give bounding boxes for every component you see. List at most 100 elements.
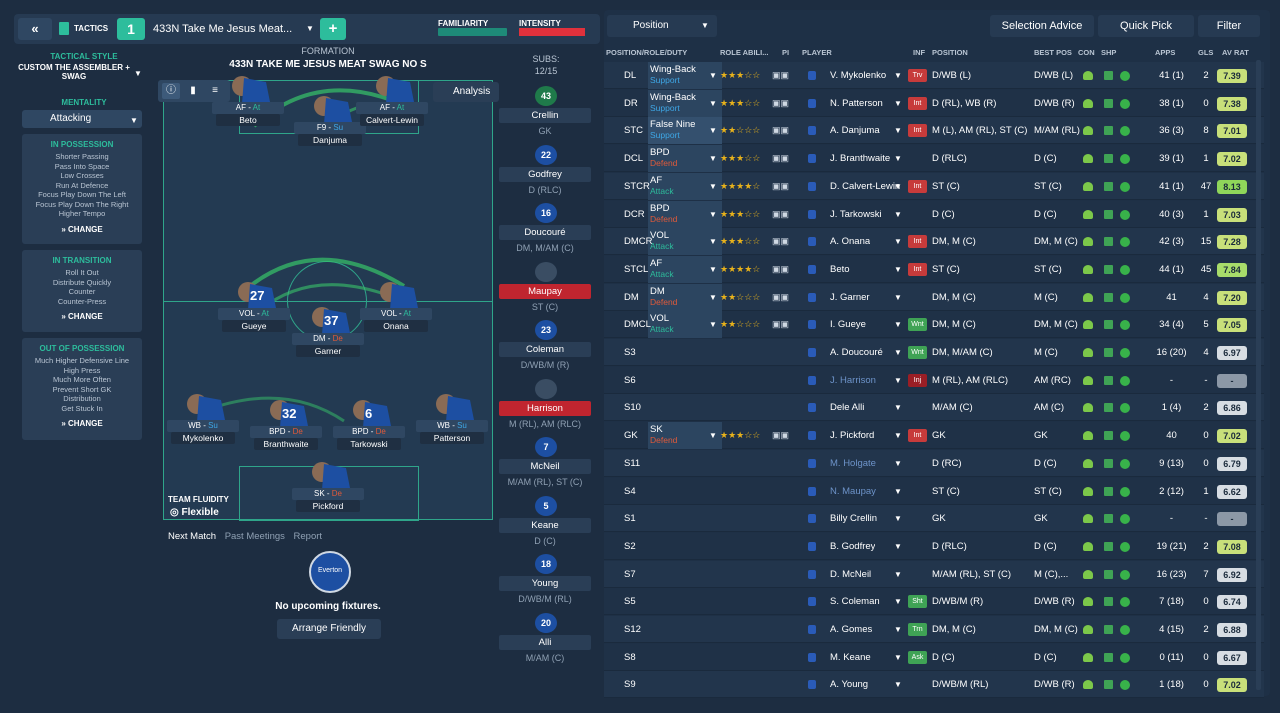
- player-name[interactable]: A. Onana: [830, 236, 871, 248]
- role-duty-cell[interactable]: Wing-Back Support: [650, 62, 720, 89]
- player-name[interactable]: M. Holgate: [830, 457, 876, 469]
- player-name[interactable]: Pickford: [296, 500, 360, 512]
- table-row[interactable]: DMCL VOL Attack ▼ ★★☆☆☆ ▣▣ I. Gueye ▼ Wnt DM, M (…: [604, 311, 1264, 339]
- player-name[interactable]: A. Gomes: [830, 624, 873, 635]
- player-instructions-icon[interactable]: ▣▣: [772, 291, 790, 302]
- player-name[interactable]: I. Gueye: [830, 319, 866, 331]
- chevron-down-icon[interactable]: ▼: [894, 98, 902, 108]
- table-row[interactable]: S10 Dele Alli ▼ M/AM (C) AM (C) 1 (4) 2 6.86: [604, 394, 1264, 422]
- role-duty-cell[interactable]: AF Attack: [650, 256, 720, 283]
- table-row[interactable]: S2 B. Godfrey ▼ D (RLC) D (C) 19 (21) 2 7.08: [604, 532, 1264, 560]
- player-instructions-icon[interactable]: ▣▣: [772, 153, 790, 164]
- player-name[interactable]: D. Calvert-Lewin: [830, 180, 901, 192]
- mentality-dropdown[interactable]: Attacking: [22, 110, 142, 128]
- player-name[interactable]: Mykolenko: [171, 432, 235, 444]
- col-apps[interactable]: APPS: [1155, 48, 1176, 57]
- col-position[interactable]: POSITION: [932, 48, 968, 57]
- chevron-down-icon[interactable]: ▼: [894, 237, 902, 247]
- sub-player[interactable]: 18 Young D/WB/M (RL): [499, 554, 591, 612]
- chevron-down-icon[interactable]: ▼: [709, 209, 717, 219]
- player-role[interactable]: BPD - De: [250, 426, 322, 438]
- player-name[interactable]: A. Young: [830, 679, 869, 691]
- chevron-down-icon[interactable]: ▼: [709, 181, 717, 191]
- sub-name[interactable]: Young: [499, 576, 591, 591]
- player-name[interactable]: S. Coleman: [830, 596, 880, 608]
- pitch[interactable]: [163, 80, 493, 521]
- tab-next-match[interactable]: Next Match: [168, 531, 217, 542]
- chevron-down-icon[interactable]: ▼: [894, 71, 902, 80]
- formation-name[interactable]: 433N TAKE ME JESUS MEAT SWAG NO S: [229, 59, 427, 70]
- chevron-down-icon[interactable]: ▼: [134, 69, 142, 78]
- col-position-role-duty[interactable]: POSITION/ROLE/DUTY: [606, 48, 688, 57]
- table-row[interactable]: STC False Nine Support ▼ ★★☆☆☆ ▣▣ A. Danjuma ▼ I…: [604, 117, 1264, 145]
- chevron-down-icon[interactable]: ▼: [894, 625, 902, 634]
- info-icon[interactable]: ⓘ: [162, 83, 180, 99]
- chevron-down-icon[interactable]: ▼: [894, 680, 902, 690]
- chevron-down-icon[interactable]: ▼: [894, 181, 902, 191]
- add-tactic-button[interactable]: +: [320, 18, 346, 40]
- table-row[interactable]: DMCR VOL Attack ▼ ★★★☆☆ ▣▣ A. Onana ▼ Int DM, M (…: [604, 228, 1264, 256]
- sub-name[interactable]: Alli: [499, 634, 591, 650]
- table-row[interactable]: S3 A. Doucouré ▼ Wnt DM, M/AM (C) M (C) 16 (20…: [604, 339, 1264, 366]
- player-instructions-icon[interactable]: ▣▣: [772, 208, 790, 219]
- player-name[interactable]: J. Branthwaite: [830, 153, 891, 165]
- position-view-dropdown[interactable]: Position ▼: [607, 15, 717, 37]
- chevron-down-icon[interactable]: ▼: [709, 320, 717, 330]
- player-instructions-icon[interactable]: ▣▣: [772, 319, 790, 330]
- table-row[interactable]: S4 N. Maupay ▼ ST (C) ST (C) 2 (12) 1 6.62: [604, 477, 1264, 505]
- sub-name[interactable]: McNeil: [499, 459, 591, 474]
- role-duty-cell[interactable]: VOL Attack: [650, 228, 720, 255]
- table-scrollbar[interactable]: [1256, 60, 1261, 690]
- back-button[interactable]: «: [18, 18, 52, 40]
- sub-player[interactable]: 16 Doucouré DM, M/AM (C): [499, 203, 591, 261]
- tactic-name-dropdown[interactable]: 433N Take Me Jesus Meat...: [153, 23, 293, 35]
- chevron-down-icon[interactable]: ▼: [894, 292, 902, 302]
- role-duty-cell[interactable]: BPD Defend: [650, 145, 720, 172]
- chevron-down-icon[interactable]: ▼: [701, 21, 709, 30]
- table-row[interactable]: STCL AF Attack ▼ ★★★★☆ ▣▣ Beto ▼ Int ST (C) ST (C)…: [604, 255, 1264, 283]
- player-name[interactable]: Danjuma: [298, 134, 362, 146]
- table-row[interactable]: S12 A. Gomes ▼ Trn DM, M (C) DM, M (C) 4 (15) 2…: [604, 616, 1264, 643]
- sub-player[interactable]: 23 Coleman D/WB/M (R): [499, 320, 591, 378]
- in-possession-change-button[interactable]: » CHANGE: [61, 224, 103, 234]
- role-duty-cell[interactable]: SK Defend: [650, 422, 720, 449]
- out-of-possession-change-button[interactable]: » CHANGE: [61, 419, 103, 428]
- col-con[interactable]: CON: [1078, 48, 1095, 57]
- player-name[interactable]: J. Tarkowski: [830, 208, 882, 220]
- chevron-down-icon[interactable]: ▼: [894, 486, 902, 496]
- sub-player[interactable]: 20 Alli M/AM (C): [499, 612, 591, 671]
- quick-pick-button[interactable]: Quick Pick: [1098, 15, 1194, 37]
- sub-player[interactable]: 5 Keane D (C): [499, 495, 591, 554]
- sub-name[interactable]: Harrison: [499, 400, 591, 416]
- player-name[interactable]: J. Pickford: [830, 430, 875, 442]
- player-name[interactable]: B. Godfrey: [830, 540, 876, 552]
- col-role-ability[interactable]: ROLE ABILI...: [720, 48, 769, 57]
- chevron-down-icon[interactable]: ▼: [709, 154, 717, 164]
- player-name[interactable]: Calvert-Lewin: [360, 114, 424, 126]
- sub-name[interactable]: Keane: [499, 517, 591, 533]
- player-name[interactable]: V. Mykolenko: [830, 70, 887, 81]
- sub-name[interactable]: Maupay: [499, 283, 591, 299]
- player-role[interactable]: WB - Su: [416, 420, 488, 432]
- player-name[interactable]: D. McNeil: [830, 568, 872, 580]
- chevron-down-icon[interactable]: ▼: [894, 348, 902, 357]
- sub-player[interactable]: 43 Crellin GK: [499, 86, 591, 144]
- player-role[interactable]: VOL - At: [360, 308, 432, 320]
- chevron-down-icon[interactable]: ▼: [894, 569, 902, 579]
- chevron-down-icon[interactable]: ▼: [709, 98, 717, 108]
- tactical-style-value[interactable]: CUSTOM THE ASSEMBLER + SWAG: [18, 63, 130, 81]
- chevron-down-icon[interactable]: ▼: [709, 292, 717, 302]
- player-role[interactable]: AF - At: [356, 102, 428, 114]
- player-role[interactable]: DM - De: [292, 333, 364, 345]
- player-name[interactable]: Garner: [296, 345, 360, 357]
- player-name[interactable]: Beto: [830, 263, 850, 275]
- chevron-down-icon[interactable]: ▼: [306, 24, 314, 33]
- sub-player[interactable]: 7 McNeil M/AM (RL), ST (C): [499, 437, 591, 495]
- player-instructions-icon[interactable]: ▣▣: [772, 97, 790, 108]
- familiarity-bar[interactable]: [438, 28, 507, 36]
- chevron-down-icon[interactable]: ▼: [894, 458, 902, 468]
- chevron-down-icon[interactable]: ▼: [894, 154, 902, 164]
- chevron-down-icon[interactable]: ▼: [709, 71, 717, 80]
- role-duty-cell[interactable]: Wing-Back Support: [650, 90, 720, 117]
- intensity-bar[interactable]: [519, 28, 585, 36]
